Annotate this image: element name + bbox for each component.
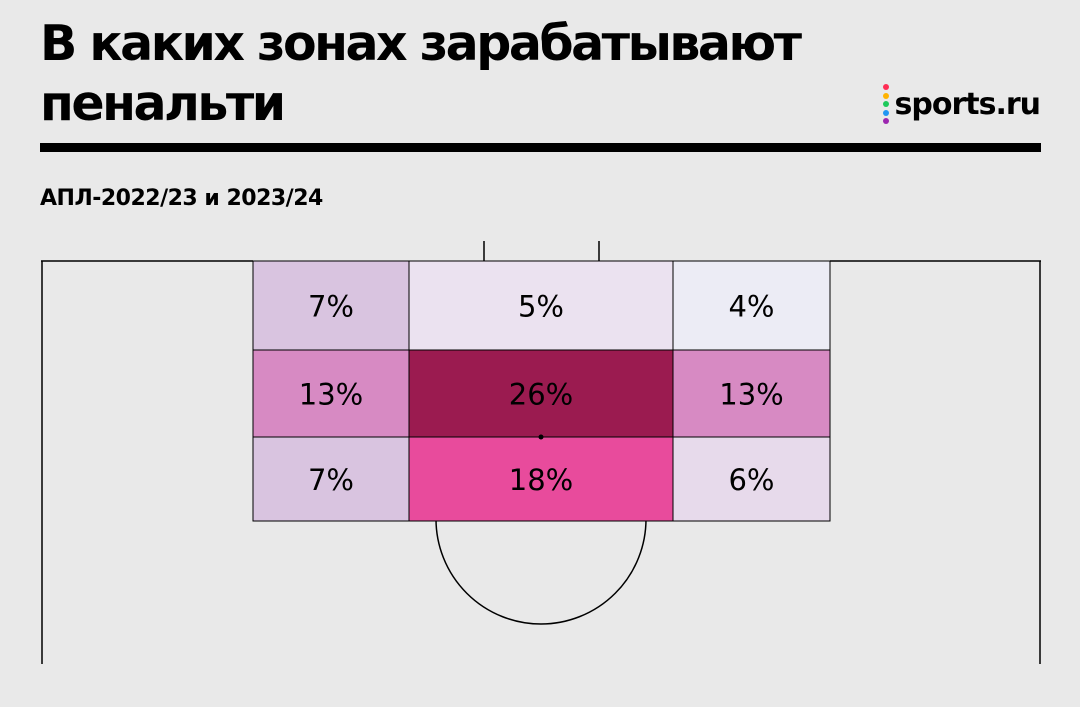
chart-title: В каких зонах зарабатывают пенальти [40,15,802,132]
cell-value-label: 13% [719,378,783,412]
penalty-spot [538,434,544,440]
cell-value-label: 7% [308,463,354,497]
cell-value-label: 18% [509,463,573,497]
heatmap-cell [672,436,831,522]
logo-dot [882,92,889,99]
cell-value-label: 13% [299,378,363,412]
heatmap-cell [252,436,410,522]
penalty-arc [435,518,647,625]
heatmap-cell [672,349,831,438]
logo-text: sports.ru [894,86,1041,122]
heatmap-cell [408,349,674,438]
cell-value-label: 4% [728,290,774,324]
heatmap-cell [408,436,674,522]
cell-value-label: 5% [518,290,564,324]
logo-dots-icon [882,84,889,124]
cell-value-label: 7% [308,290,354,324]
sports-ru-logo: sports.ru [882,84,1041,124]
logo-dot [882,118,889,124]
heatmap-cell [252,349,410,438]
cell-value-label: 6% [728,463,774,497]
heatmap-cell [252,260,410,351]
title-divider [40,143,1041,152]
logo-dot [882,101,889,107]
logo-dot [882,109,889,116]
logo-dot [882,84,889,90]
cell-value-label: 26% [509,378,573,412]
chart-subtitle: АПЛ-2022/23 и 2023/24 [40,186,323,211]
